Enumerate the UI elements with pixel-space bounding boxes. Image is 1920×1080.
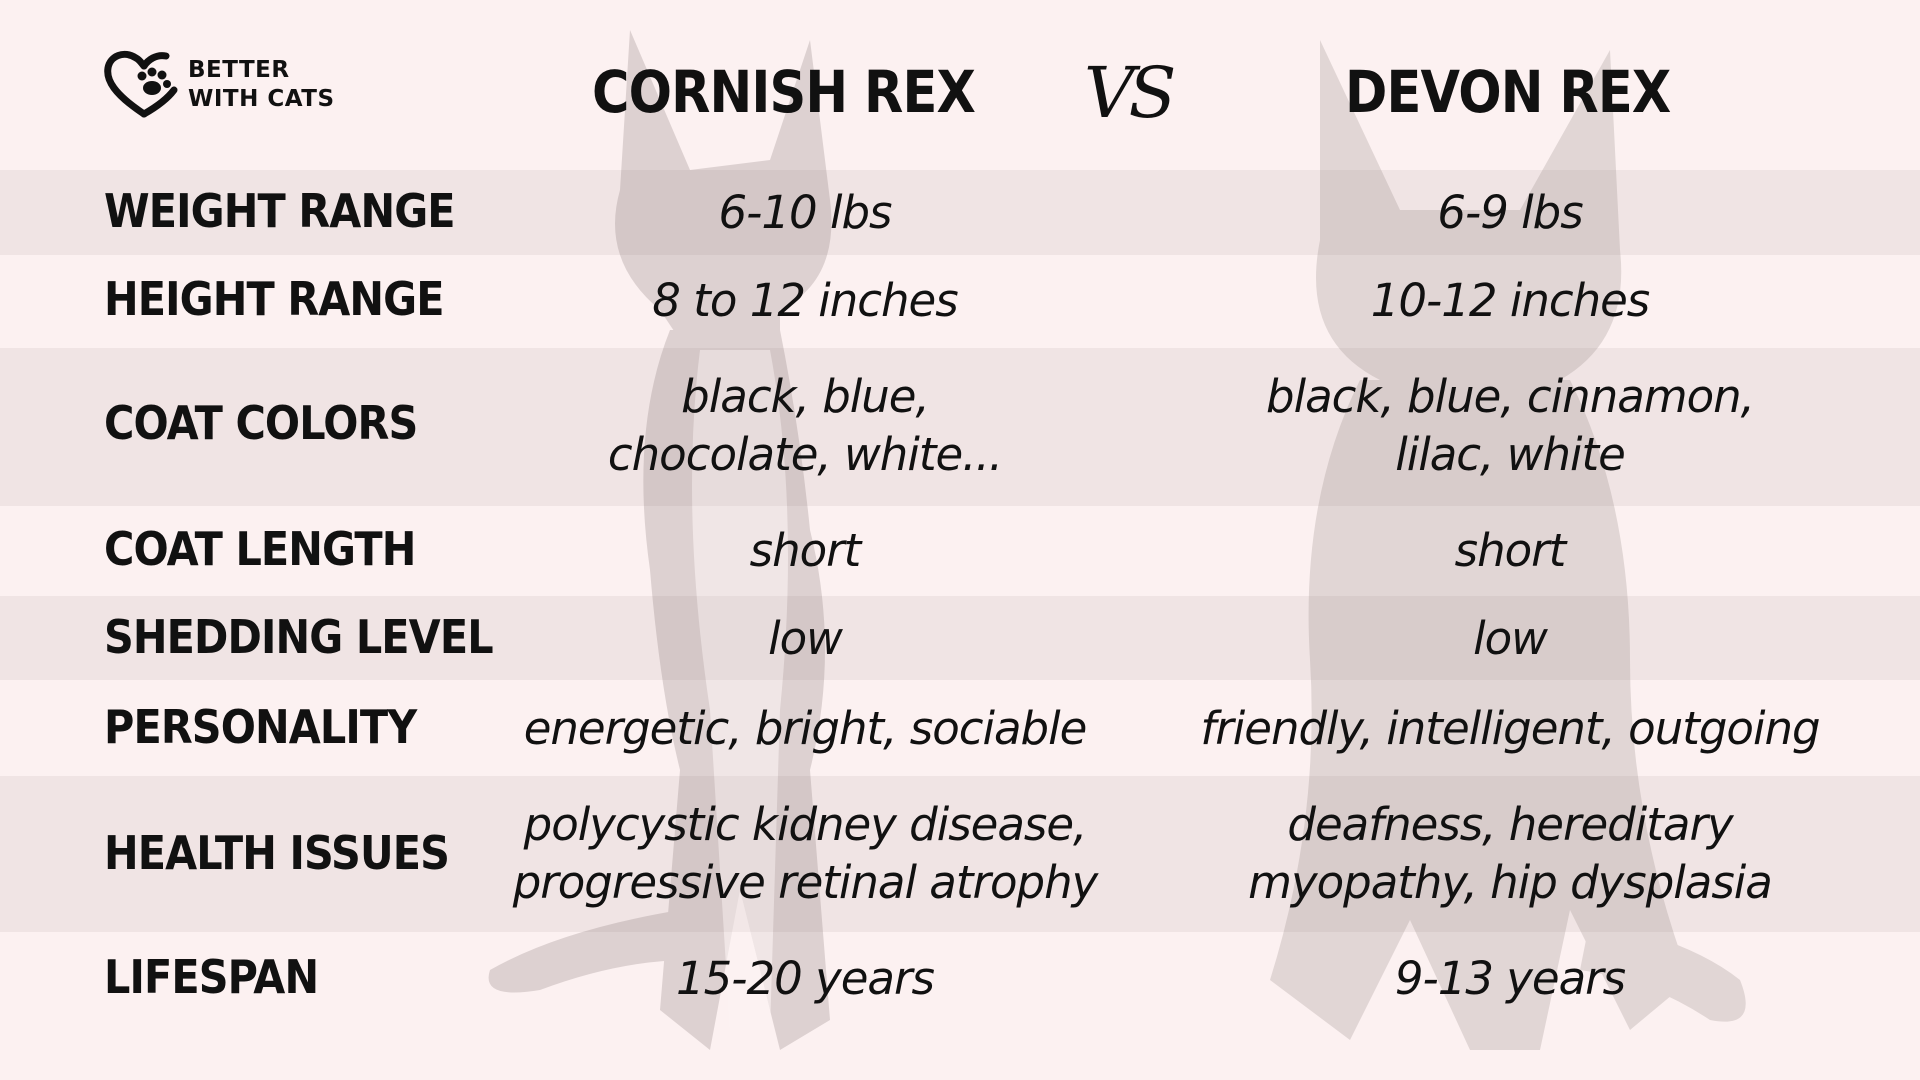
- cell-line: chocolate, white...: [607, 428, 1003, 481]
- row-stripe: [0, 596, 1920, 680]
- cell-line: progressive retinal atrophy: [512, 856, 1099, 909]
- cell-line: 9-13 years: [1394, 952, 1626, 1005]
- brand-line-1: BETTER: [188, 57, 290, 83]
- cell-line: 6-10 lbs: [718, 186, 893, 239]
- cell-line: black, blue, cinnamon,: [1266, 370, 1755, 423]
- cell-line: 10-12 inches: [1370, 274, 1650, 327]
- cell-line: myopathy, hip dysplasia: [1248, 856, 1773, 909]
- devon-height-range: 10-12 inches: [1170, 272, 1850, 330]
- cell-line: friendly, intelligent, outgoing: [1200, 702, 1820, 755]
- brand-line-2: WITH CATS: [188, 86, 335, 112]
- cell-line: short: [1454, 524, 1567, 577]
- label-height-range: HEIGHT RANGE: [104, 272, 445, 326]
- vs-mark: VS: [1084, 52, 1176, 134]
- cornish-weight-range: 6-10 lbs: [480, 184, 1130, 242]
- cell-line: lilac, white: [1395, 428, 1626, 481]
- cornish-health-issues: polycystic kidney disease, progressive r…: [480, 796, 1130, 912]
- cornish-lifespan: 15-20 years: [480, 950, 1130, 1008]
- label-health-issues: HEALTH ISSUES: [104, 826, 450, 880]
- devon-weight-range: 6-9 lbs: [1170, 184, 1850, 242]
- label-weight-range: WEIGHT RANGE: [104, 184, 456, 238]
- heart-paw-icon: [104, 50, 178, 118]
- row-stripe: [0, 348, 1920, 506]
- cornish-shedding-level: low: [480, 610, 1130, 668]
- devon-personality: friendly, intelligent, outgoing: [1170, 700, 1850, 758]
- cell-line: low: [768, 612, 843, 665]
- cornish-height-range: 8 to 12 inches: [480, 272, 1130, 330]
- devon-coat-colors: black, blue, cinnamon, lilac, white: [1170, 368, 1850, 484]
- cell-line: energetic, bright, sociable: [523, 702, 1088, 755]
- cornish-rex-cat-image: [480, 10, 950, 1080]
- devon-lifespan: 9-13 years: [1170, 950, 1850, 1008]
- cornish-coat-length: short: [480, 522, 1130, 580]
- cell-line: 8 to 12 inches: [652, 274, 958, 327]
- devon-health-issues: deafness, hereditary myopathy, hip dyspl…: [1170, 796, 1850, 912]
- brand-name: BETTER WITH CATS: [188, 56, 335, 114]
- row-stripe: [0, 170, 1920, 255]
- label-shedding-level: SHEDDING LEVEL: [104, 610, 494, 664]
- cornish-coat-colors: black, blue, chocolate, white...: [480, 368, 1130, 484]
- devon-shedding-level: low: [1170, 610, 1850, 668]
- cell-line: polycystic kidney disease,: [523, 798, 1088, 851]
- breed-b-title: DEVON REX: [1345, 58, 1671, 126]
- row-stripe: [0, 776, 1920, 932]
- label-personality: PERSONALITY: [104, 700, 417, 754]
- breed-a-title: CORNISH REX: [592, 58, 976, 126]
- cell-line: deafness, hereditary: [1287, 798, 1733, 851]
- cell-line: 6-9 lbs: [1437, 186, 1583, 239]
- brand-logo: BETTER WITH CATS: [104, 48, 344, 120]
- label-lifespan: LIFESPAN: [104, 950, 319, 1004]
- cornish-personality: energetic, bright, sociable: [480, 700, 1130, 758]
- label-coat-length: COAT LENGTH: [104, 522, 416, 576]
- cell-line: low: [1473, 612, 1548, 665]
- label-coat-colors: COAT COLORS: [104, 396, 418, 450]
- devon-coat-length: short: [1170, 522, 1850, 580]
- cell-line: 15-20 years: [676, 952, 935, 1005]
- devon-rex-cat-image: [1210, 20, 1770, 1080]
- cell-line: black, blue,: [681, 370, 930, 423]
- cell-line: short: [749, 524, 862, 577]
